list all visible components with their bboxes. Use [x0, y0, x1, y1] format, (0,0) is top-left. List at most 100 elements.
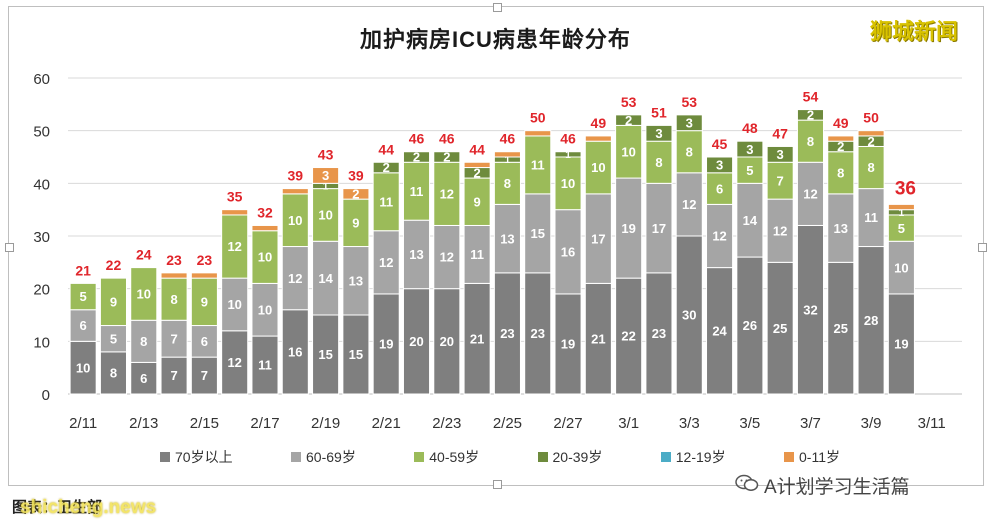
bar-value-label: 11 — [258, 358, 272, 373]
bar-segment — [887, 240, 915, 295]
bar-value-label: 2 — [867, 134, 874, 149]
bar-segment — [99, 351, 127, 395]
bar-value-label: 10 — [227, 297, 241, 312]
bar-segment — [342, 314, 370, 395]
resize-handle-left[interactable] — [5, 243, 14, 252]
bar-value-label: 2 — [474, 165, 481, 180]
bar-segment — [281, 193, 309, 248]
bar-segment — [251, 282, 279, 337]
bar-value-label: 10 — [621, 144, 635, 159]
bar-segment — [160, 356, 188, 395]
bar-value-label: 3 — [716, 158, 723, 173]
bar-segment — [887, 293, 915, 395]
bar-segment — [675, 172, 703, 237]
bar-segment — [524, 272, 552, 395]
legend-swatch — [660, 452, 671, 462]
bar-value-label: 12 — [440, 187, 454, 202]
bar-value-label: 10 — [288, 213, 302, 228]
bar-value-label: 19 — [379, 337, 393, 352]
legend-label: 20-39岁 — [552, 449, 603, 465]
total-label: 46 — [560, 131, 576, 147]
x-tick-label: 3/7 — [800, 415, 821, 432]
total-label: 51 — [651, 104, 667, 120]
legend-item: 40-59岁 — [414, 446, 479, 468]
bar-value-label: 5 — [898, 221, 905, 236]
total-label: 46 — [439, 131, 455, 147]
bar-value-label: 17 — [652, 221, 666, 236]
bar-segment — [130, 319, 158, 363]
bar-value-label: 5 — [110, 331, 117, 346]
bar-value-label: 12 — [288, 271, 302, 286]
bar-segment — [99, 325, 127, 353]
bar-value-label: 2 — [383, 160, 390, 175]
bar-segment — [827, 261, 855, 395]
bar-value-label: 28 — [864, 313, 878, 328]
bar-value-label: 23 — [500, 326, 514, 341]
bar-value-label: 19 — [561, 337, 575, 352]
total-label: 36 — [895, 178, 916, 199]
bar-segment — [615, 277, 643, 395]
bar-value-label: 10 — [76, 360, 90, 375]
bar-segment — [372, 161, 400, 174]
bar-segment — [766, 145, 794, 163]
bar-segment — [493, 151, 521, 158]
total-label: 32 — [257, 204, 273, 220]
bar-segment — [251, 335, 279, 395]
legend-swatch — [291, 452, 302, 462]
bar-value-label: 1 — [565, 150, 571, 161]
total-label: 43 — [318, 147, 334, 163]
bar-value-label: 30 — [682, 308, 696, 323]
y-tick-label: 60 — [33, 71, 50, 88]
bar-segment — [69, 282, 97, 311]
legend-item: 20-39岁 — [537, 446, 603, 468]
bar-segment — [160, 272, 188, 279]
bar-value-label: 22 — [621, 329, 635, 344]
bar-segment — [736, 140, 764, 158]
bar-value-label: 8 — [504, 176, 511, 191]
bar-value-label: 6 — [80, 318, 87, 333]
resize-handle-bottom[interactable] — [493, 480, 502, 489]
total-label: 54 — [803, 89, 819, 105]
bar-segment — [857, 130, 885, 137]
bar-segment — [584, 140, 612, 195]
resize-handle-top[interactable] — [493, 3, 502, 12]
bar-value-label: 16 — [561, 244, 575, 259]
bar-segment — [312, 167, 340, 184]
bar-segment — [342, 246, 370, 316]
bar-value-label: 10 — [258, 302, 272, 317]
legend-label: 12-19岁 — [675, 449, 726, 465]
bar-value-label: 11 — [410, 184, 424, 199]
bar-value-label: 5 — [746, 163, 753, 178]
total-label: 53 — [681, 94, 697, 110]
bar-value-label: 11 — [470, 247, 484, 262]
bar-segment — [766, 198, 794, 263]
bar-segment — [433, 224, 461, 290]
legend-item: 0-11岁 — [784, 446, 840, 468]
bar-segment — [372, 230, 400, 295]
bar-segment — [706, 203, 734, 269]
bar-value-label: 12 — [682, 197, 696, 212]
bar-segment — [402, 151, 431, 163]
bar-segment — [645, 272, 673, 395]
bar-segment — [887, 203, 915, 211]
bar-value-label: 20 — [440, 334, 454, 349]
y-tick-label: 0 — [42, 387, 50, 404]
total-label: 53 — [621, 94, 637, 110]
bar-segment — [524, 193, 552, 274]
total-label: 22 — [106, 257, 122, 273]
legend-label: 40-59岁 — [429, 449, 480, 465]
bar-value-label: 5 — [80, 289, 87, 304]
resize-handle-right[interactable] — [978, 243, 987, 252]
bar-value-label: 11 — [379, 194, 393, 209]
bar-value-label: 11 — [531, 158, 545, 173]
total-label: 44 — [378, 141, 394, 157]
source-caption: 图表：卫生部 — [12, 499, 103, 516]
bar-segment — [524, 130, 552, 137]
bar-value-label: 3 — [655, 126, 662, 141]
y-tick-label: 40 — [33, 176, 50, 193]
total-label: 44 — [469, 141, 485, 157]
watermark-right-text: A计划学习生活篇 — [764, 477, 910, 498]
bar-segment — [372, 293, 400, 395]
x-tick-label: 3/5 — [739, 415, 760, 432]
